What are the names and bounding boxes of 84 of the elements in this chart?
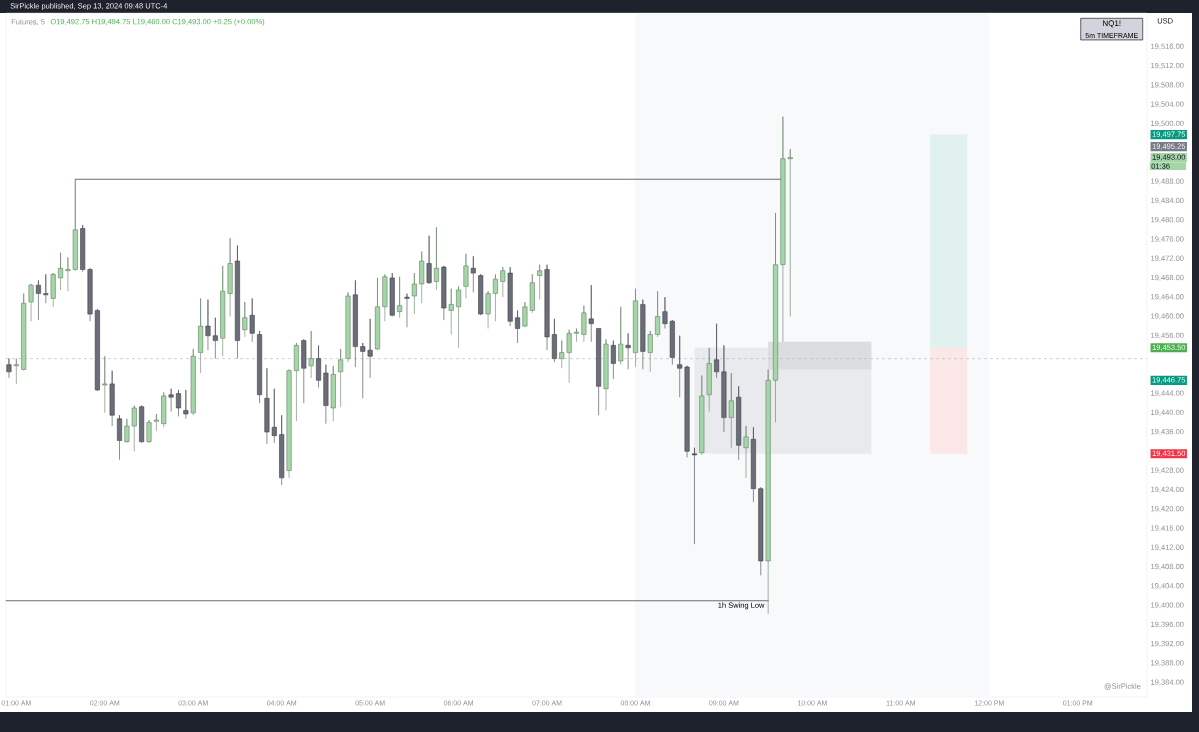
candlestick [389, 272, 395, 317]
candlestick [470, 255, 476, 293]
candlestick [728, 372, 734, 449]
candlestick [655, 290, 661, 338]
candlestick [625, 333, 631, 370]
candlestick [139, 405, 145, 444]
candlestick [293, 342, 299, 422]
candlestick [463, 253, 469, 299]
candlestick [6, 358, 12, 379]
candlestick [397, 276, 403, 318]
candlestick [574, 328, 580, 343]
candlestick [750, 426, 756, 503]
annotation: NQ1! [1103, 20, 1121, 28]
candlestick [691, 447, 697, 545]
candlestick [153, 413, 159, 432]
candlestick [706, 347, 712, 412]
candlestick [330, 365, 336, 422]
candlestick [441, 265, 447, 321]
candlestick [426, 235, 432, 285]
candlestick [596, 328, 602, 416]
candlestick [190, 348, 196, 416]
candlestick [286, 369, 292, 479]
candlestick [433, 227, 439, 291]
candlestick [109, 370, 115, 427]
candlestick [21, 293, 27, 371]
candlestick [581, 305, 587, 343]
candlestick [699, 375, 705, 456]
candlestick [758, 487, 764, 576]
candlestick [168, 388, 174, 412]
candlestick [242, 301, 248, 338]
candlestick [419, 251, 425, 304]
candlestick [257, 330, 263, 404]
candlestick [603, 339, 609, 411]
candlestick [374, 277, 381, 351]
candlestick [588, 284, 594, 343]
candlestick [515, 310, 521, 344]
candlestick [448, 288, 454, 335]
candlestick [721, 345, 727, 433]
candlestick [404, 293, 410, 328]
candlestick [175, 389, 181, 417]
candlestick [43, 274, 49, 304]
candlestick [537, 264, 543, 300]
candlestick [234, 245, 240, 359]
candlestick [551, 318, 557, 363]
candlestick [316, 345, 322, 388]
candlestick [714, 323, 720, 379]
candlestick [117, 414, 123, 461]
candlestick [323, 364, 329, 424]
candlestick [773, 212, 779, 423]
candlestick [500, 266, 506, 298]
candlestick [382, 274, 388, 322]
candlestick [279, 414, 285, 486]
candlestick [35, 280, 41, 321]
candlestick [58, 252, 64, 291]
candlestick [338, 348, 344, 408]
candlestick [352, 280, 358, 368]
candlestick [640, 299, 646, 370]
candlestick [743, 425, 749, 479]
candlestick [507, 266, 513, 327]
candlestick [308, 330, 314, 379]
candlestick [736, 386, 742, 461]
candlestick [249, 298, 255, 343]
candlestick [146, 419, 152, 444]
candlestick [765, 369, 771, 615]
candlestick [13, 358, 19, 385]
candlestick [618, 306, 624, 365]
candlestick [492, 274, 498, 322]
candlestick [632, 288, 638, 368]
candlestick [161, 392, 167, 428]
candlestick [544, 264, 550, 351]
candlestick [647, 330, 653, 373]
candlestick [610, 340, 616, 380]
candlestick [485, 290, 491, 329]
candlestick [102, 355, 108, 414]
candlestick [198, 298, 204, 374]
candlestick [456, 286, 462, 349]
candlestick [94, 308, 100, 392]
candlestick [50, 272, 56, 308]
candlestick [345, 292, 351, 363]
candlestick [183, 389, 189, 420]
candlestick [301, 339, 307, 404]
candlestick [28, 283, 34, 322]
candlestick [411, 272, 417, 315]
candlestick [478, 274, 484, 316]
